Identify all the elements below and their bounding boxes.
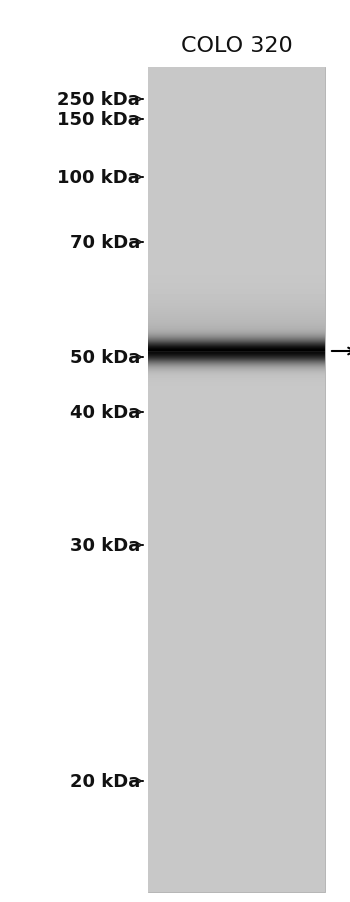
Text: 150 kDa: 150 kDa	[57, 111, 140, 129]
Text: WWW.PTGLAB.COM: WWW.PTGLAB.COM	[229, 397, 244, 564]
Bar	[148, 68, 325, 892]
Text: 30 kDa: 30 kDa	[70, 537, 140, 555]
Text: 70 kDa: 70 kDa	[70, 234, 140, 252]
Text: 50 kDa: 50 kDa	[70, 348, 140, 366]
Text: 40 kDa: 40 kDa	[70, 403, 140, 421]
Text: COLO 320: COLO 320	[181, 36, 292, 56]
Text: 100 kDa: 100 kDa	[57, 169, 140, 187]
Text: 250 kDa: 250 kDa	[57, 91, 140, 109]
Text: 20 kDa: 20 kDa	[70, 772, 140, 790]
